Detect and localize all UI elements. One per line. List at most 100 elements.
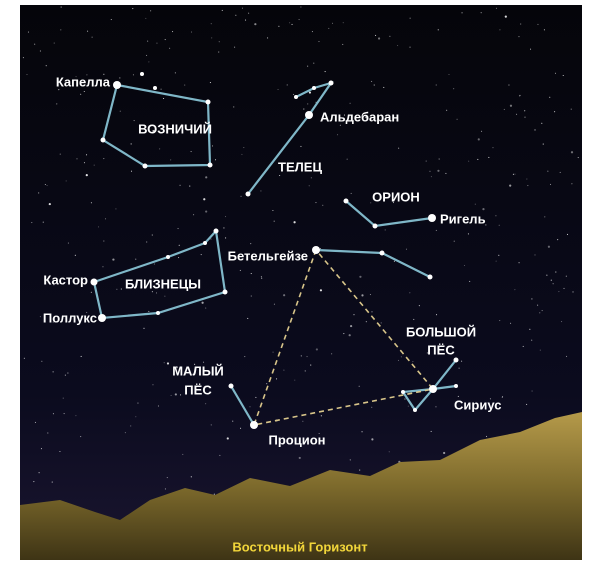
background-star xyxy=(315,202,316,203)
background-star xyxy=(397,45,398,46)
background-star xyxy=(133,74,134,75)
background-star xyxy=(211,37,212,38)
background-star xyxy=(205,210,207,212)
background-star xyxy=(164,362,165,363)
background-star xyxy=(23,57,24,58)
background-star xyxy=(431,431,432,432)
background-star xyxy=(316,348,318,350)
background-star xyxy=(349,334,351,336)
background-star xyxy=(537,305,538,306)
background-star xyxy=(461,12,462,13)
background-star xyxy=(103,241,104,242)
background-star xyxy=(524,110,525,111)
background-star xyxy=(325,71,326,72)
background-star xyxy=(544,29,545,30)
background-star xyxy=(49,203,51,205)
background-star xyxy=(184,85,185,86)
background-star xyxy=(163,98,164,99)
background-star xyxy=(566,356,567,357)
background-star xyxy=(210,239,211,240)
background-star xyxy=(205,176,207,178)
background-star xyxy=(543,144,544,145)
background-star xyxy=(283,294,285,296)
background-star xyxy=(76,158,77,159)
background-star xyxy=(486,436,487,437)
background-star xyxy=(445,173,446,174)
background-star xyxy=(307,103,308,104)
background-star xyxy=(131,171,132,172)
background-star xyxy=(366,321,367,322)
background-star xyxy=(523,346,524,347)
background-star xyxy=(435,406,436,407)
background-star xyxy=(178,228,179,229)
background-star xyxy=(175,393,177,395)
background-star xyxy=(527,185,528,186)
background-star xyxy=(227,437,229,439)
background-star xyxy=(300,6,301,7)
background-star xyxy=(560,172,561,173)
background-star xyxy=(350,459,351,460)
star-label: Бетельгейзе xyxy=(228,248,308,263)
background-star xyxy=(499,225,500,226)
background-star xyxy=(530,49,531,50)
background-star xyxy=(47,185,48,186)
background-star xyxy=(54,43,55,44)
background-star xyxy=(481,12,482,13)
background-star xyxy=(499,29,500,30)
background-star xyxy=(52,482,53,483)
background-star xyxy=(179,185,180,186)
background-star xyxy=(60,29,61,30)
background-star xyxy=(340,125,341,126)
background-star xyxy=(210,82,211,83)
background-star xyxy=(189,186,190,187)
background-star xyxy=(520,23,521,24)
background-star xyxy=(283,370,284,371)
background-star xyxy=(287,84,288,85)
background-star xyxy=(201,302,203,304)
background-star xyxy=(311,177,312,178)
background-star xyxy=(273,352,274,353)
background-star xyxy=(571,183,572,184)
background-star xyxy=(134,120,135,121)
background-star xyxy=(205,403,206,404)
background-star xyxy=(410,18,411,19)
background-star xyxy=(26,74,27,75)
background-star xyxy=(150,10,151,11)
background-star xyxy=(260,190,261,191)
background-star xyxy=(309,91,311,93)
background-star xyxy=(205,308,206,309)
background-star xyxy=(337,134,338,135)
background-star xyxy=(24,358,25,359)
background-star xyxy=(566,276,567,277)
background-star xyxy=(413,319,414,320)
background-star xyxy=(322,205,323,206)
background-star xyxy=(492,147,493,148)
background-star xyxy=(45,184,46,185)
background-star xyxy=(154,264,155,265)
background-star xyxy=(553,283,554,284)
background-star xyxy=(516,114,517,115)
background-star xyxy=(193,214,194,215)
background-star xyxy=(350,325,352,327)
background-star xyxy=(215,159,216,160)
constellation-label: ОРИОН xyxy=(372,189,420,204)
background-star xyxy=(75,415,76,416)
background-star xyxy=(409,47,410,48)
background-star xyxy=(219,455,220,456)
star-label: Ригель xyxy=(440,211,486,226)
constellation-label: ПЁС xyxy=(184,382,212,397)
background-star xyxy=(91,292,92,293)
background-star xyxy=(567,234,568,235)
background-star xyxy=(459,368,460,369)
background-star xyxy=(541,123,542,124)
background-star xyxy=(412,361,413,362)
background-star xyxy=(389,36,390,37)
background-star xyxy=(68,243,69,244)
star-label: Сириус xyxy=(454,397,501,412)
background-star xyxy=(478,138,480,140)
background-star xyxy=(292,24,293,25)
background-star xyxy=(343,333,344,334)
background-star xyxy=(242,8,243,9)
background-star xyxy=(498,255,499,256)
background-star xyxy=(310,365,311,366)
